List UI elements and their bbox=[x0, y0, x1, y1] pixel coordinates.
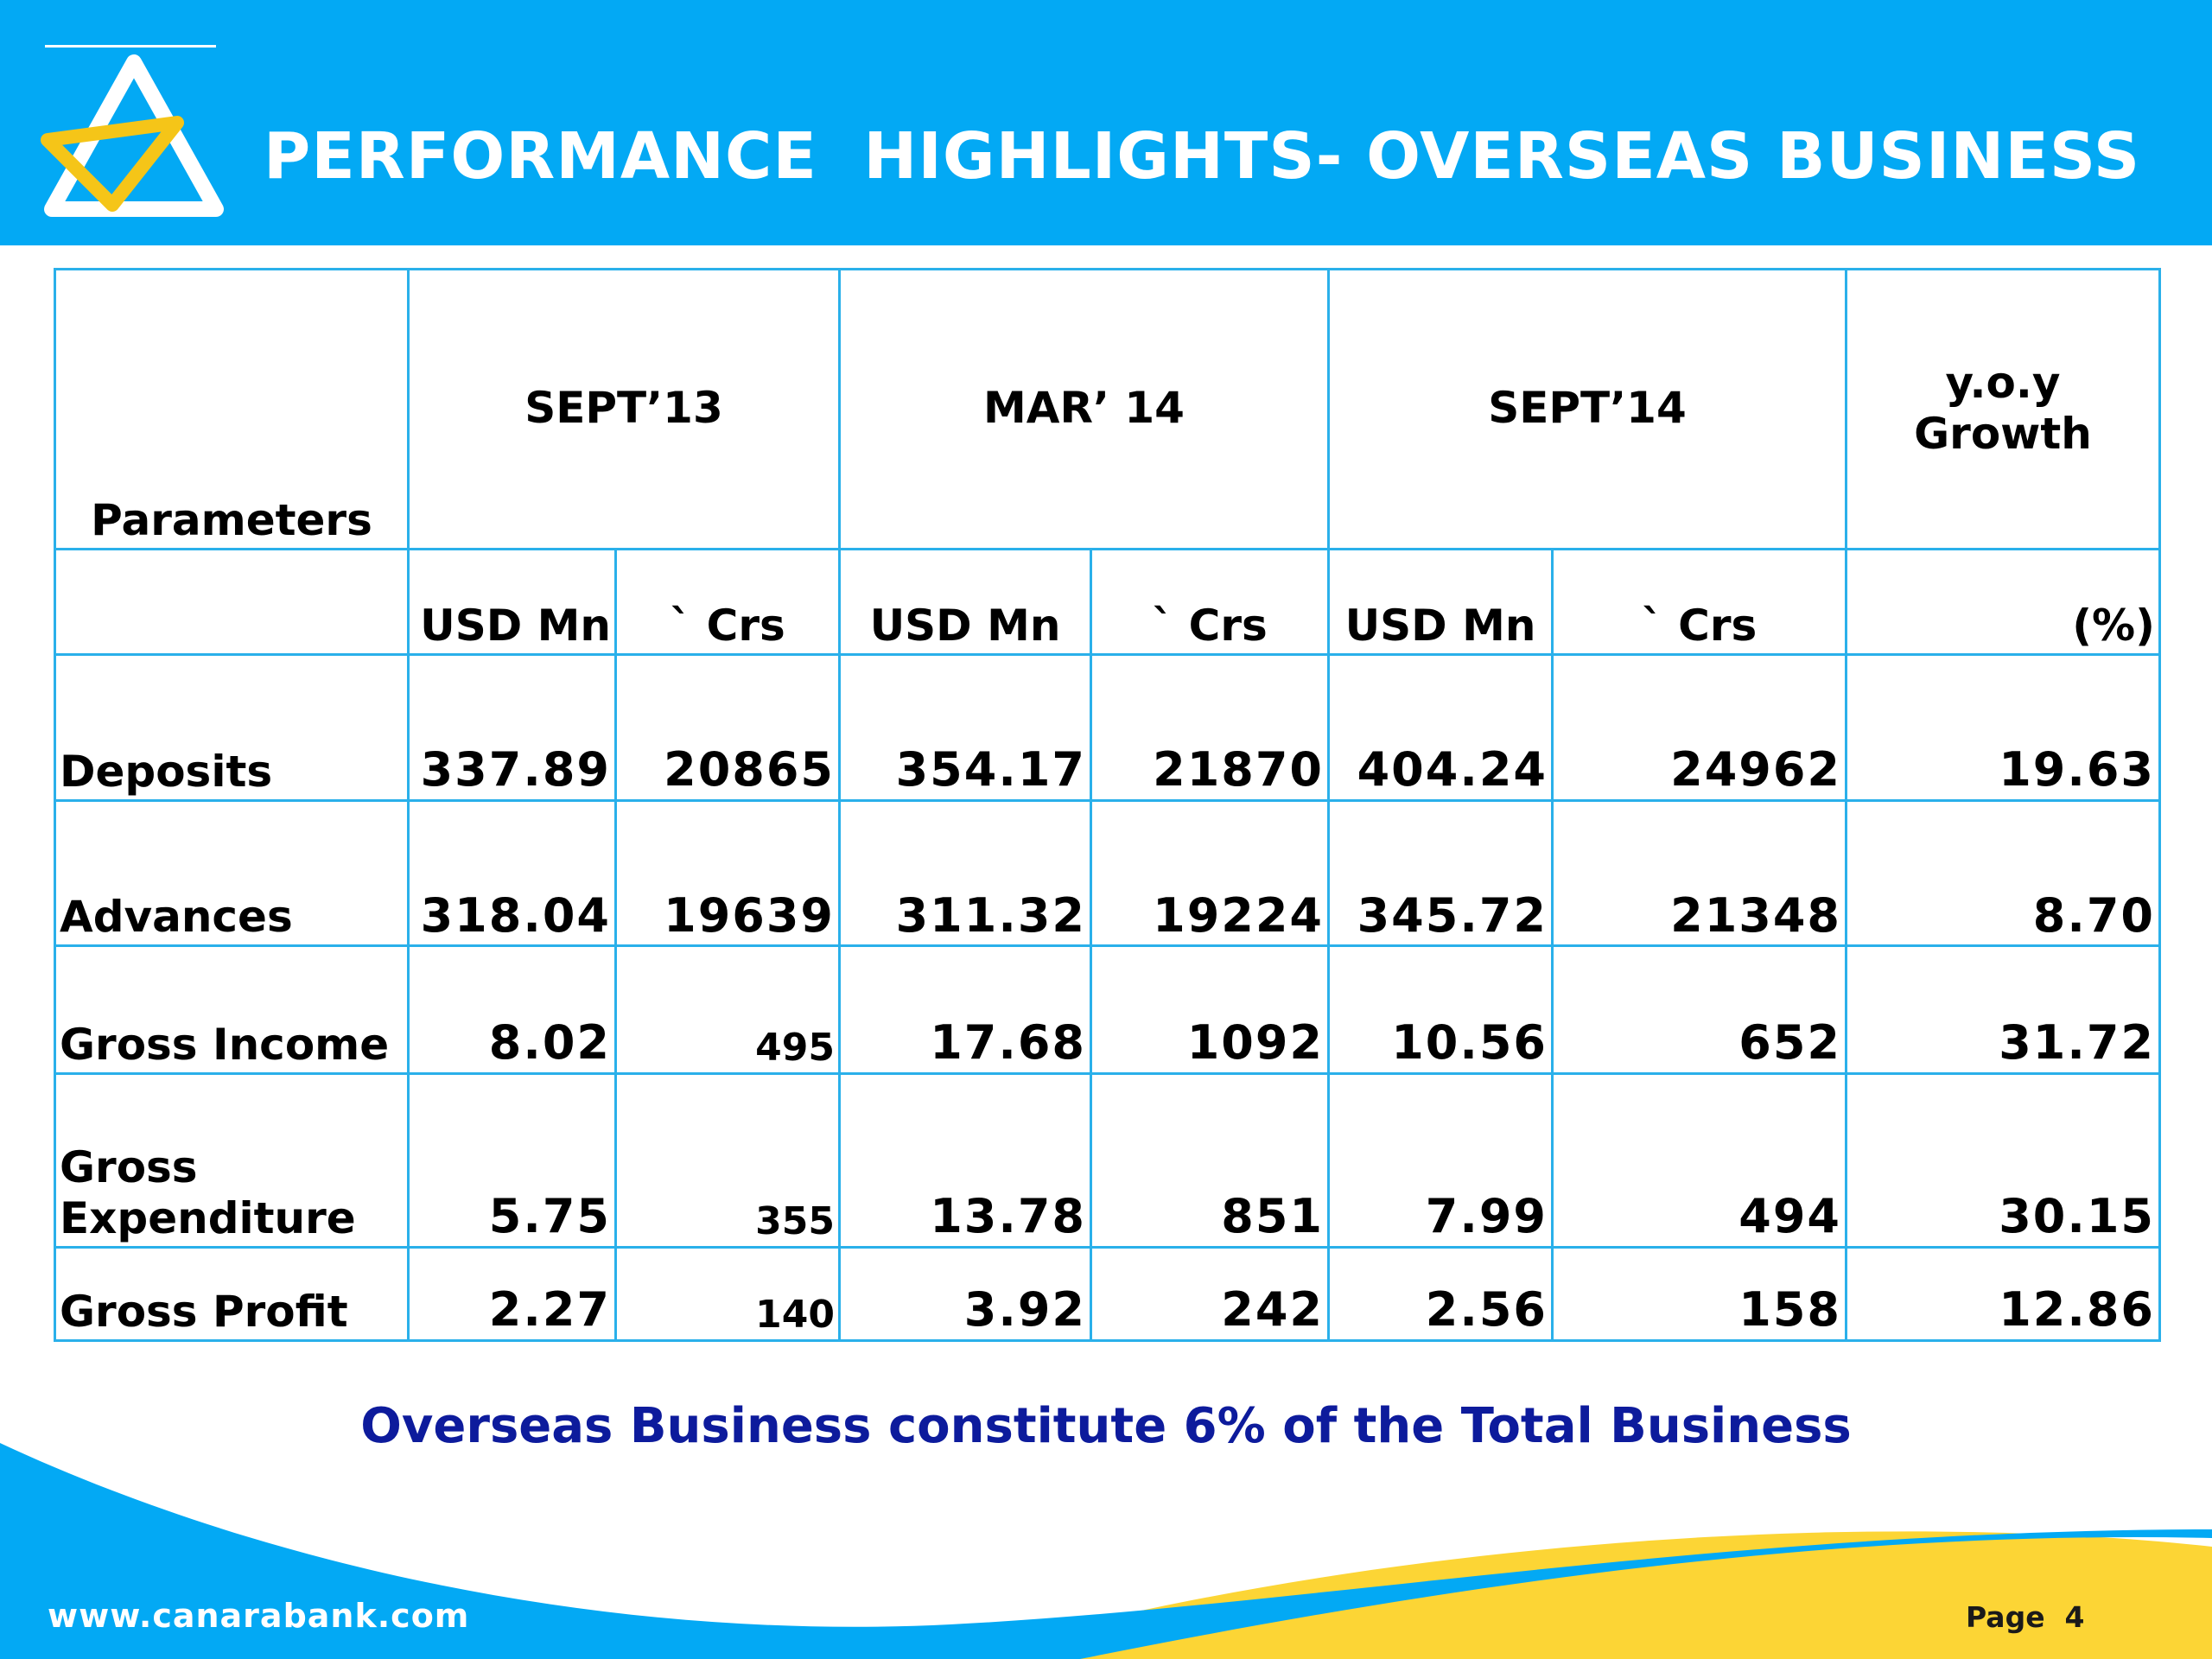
table-cell: 8.02 bbox=[407, 944, 617, 1075]
table-cell: 30.15 bbox=[1845, 1071, 2161, 1249]
subheader-crs: ` Crs bbox=[1090, 548, 1330, 657]
table-cell: 19224 bbox=[1090, 798, 1330, 948]
table-cell: 5.75 bbox=[407, 1071, 617, 1249]
table-cell: 345.72 bbox=[1327, 798, 1554, 948]
page-title: PERFORMANCE HIGHLIGHTS- OVERSEAS BUSINES… bbox=[264, 119, 2141, 194]
table-cell: 494 bbox=[1551, 1071, 1847, 1249]
growth-header-line1: y.o.y bbox=[1945, 357, 2061, 408]
performance-table: Parameters SEPT’13 MAR’ 14 SEPT’14 y.o.y… bbox=[54, 267, 2161, 1343]
table-cell: 21348 bbox=[1551, 798, 1847, 948]
table-cell: 355 bbox=[614, 1071, 841, 1249]
performance-table-container: Parameters SEPT’13 MAR’ 14 SEPT’14 y.o.y… bbox=[54, 267, 2161, 1343]
row-label: Deposits bbox=[54, 653, 410, 802]
growth-header: y.o.y Growth bbox=[1845, 267, 2161, 551]
table-cell: 495 bbox=[614, 944, 841, 1075]
table-cell: 12.86 bbox=[1845, 1245, 2161, 1343]
table-cell: 354.17 bbox=[838, 653, 1092, 802]
table-subheader-row: USD Mn ` Crs USD Mn ` Crs USD Mn ` Crs (… bbox=[54, 548, 2161, 657]
wave-blue bbox=[0, 1443, 2212, 1659]
row-label: Gross Expenditure bbox=[54, 1071, 410, 1249]
table-cell: 1092 bbox=[1090, 944, 1330, 1075]
table-cell: 318.04 bbox=[407, 798, 617, 948]
footer-waves bbox=[0, 1443, 2212, 1659]
table-cell: 242 bbox=[1090, 1245, 1330, 1343]
table-cell: 17.68 bbox=[838, 944, 1092, 1075]
table-cell: 140 bbox=[614, 1245, 841, 1343]
subheader-empty bbox=[54, 548, 410, 657]
table-row: Gross Profit 2.27 140 3.92 242 2.56 158 … bbox=[54, 1245, 2161, 1343]
table-cell: 337.89 bbox=[407, 653, 617, 802]
table-header-row: Parameters SEPT’13 MAR’ 14 SEPT’14 y.o.y… bbox=[54, 267, 2161, 551]
row-label: Gross Profit bbox=[54, 1245, 410, 1343]
logo-divider bbox=[45, 45, 216, 48]
subheader-crs: ` Crs bbox=[614, 548, 841, 657]
growth-header-line2: Growth bbox=[1914, 408, 2092, 459]
table-cell: 404.24 bbox=[1327, 653, 1554, 802]
row-label-line1: Gross bbox=[60, 1141, 198, 1192]
parameters-header: Parameters bbox=[54, 267, 410, 551]
header-bar bbox=[0, 0, 2212, 245]
table-row: Gross Expenditure 5.75 355 13.78 851 7.9… bbox=[54, 1071, 2161, 1249]
subheader-usd: USD Mn bbox=[407, 548, 617, 657]
subheader-crs: ` Crs bbox=[1551, 548, 1847, 657]
table-cell: 2.27 bbox=[407, 1245, 617, 1343]
period-header-mar14: MAR’ 14 bbox=[838, 267, 1330, 551]
table-cell: 158 bbox=[1551, 1245, 1847, 1343]
table-cell: 24962 bbox=[1551, 653, 1847, 802]
table-cell: 20865 bbox=[614, 653, 841, 802]
subheader-usd: USD Mn bbox=[1327, 548, 1554, 657]
business-share-note: Overseas Business constitute 6% of the T… bbox=[360, 1398, 1852, 1454]
table-cell: 7.99 bbox=[1327, 1071, 1554, 1249]
table-cell: 21870 bbox=[1090, 653, 1330, 802]
table-cell: 13.78 bbox=[838, 1071, 1092, 1249]
table-cell: 10.56 bbox=[1327, 944, 1554, 1075]
row-label: Gross Income bbox=[54, 944, 410, 1075]
table-cell: 19.63 bbox=[1845, 653, 2161, 802]
website-link[interactable]: www.canarabank.com bbox=[48, 1597, 470, 1635]
table-cell: 851 bbox=[1090, 1071, 1330, 1249]
period-header-sept14: SEPT’14 bbox=[1327, 267, 1847, 551]
table-cell: 311.32 bbox=[838, 798, 1092, 948]
table-cell: 8.70 bbox=[1845, 798, 2161, 948]
row-label-line2: Expenditure bbox=[60, 1192, 356, 1243]
table-cell: 2.56 bbox=[1327, 1245, 1554, 1343]
table-row: Deposits 337.89 20865 354.17 21870 404.2… bbox=[54, 653, 2161, 802]
row-label: Advances bbox=[54, 798, 410, 948]
canara-bank-logo-icon bbox=[41, 54, 224, 217]
period-header-sept13: SEPT’13 bbox=[407, 267, 841, 551]
wave-yellow bbox=[950, 1531, 2212, 1659]
table-cell: 19639 bbox=[614, 798, 841, 948]
page-number: Page 4 bbox=[1966, 1600, 2085, 1634]
table-cell: 652 bbox=[1551, 944, 1847, 1075]
table-row: Advances 318.04 19639 311.32 19224 345.7… bbox=[54, 798, 2161, 948]
subheader-percent: (%) bbox=[1845, 548, 2161, 657]
subheader-usd: USD Mn bbox=[838, 548, 1092, 657]
table-row: Gross Income 8.02 495 17.68 1092 10.56 6… bbox=[54, 944, 2161, 1075]
table-cell: 3.92 bbox=[838, 1245, 1092, 1343]
table-cell: 31.72 bbox=[1845, 944, 2161, 1075]
